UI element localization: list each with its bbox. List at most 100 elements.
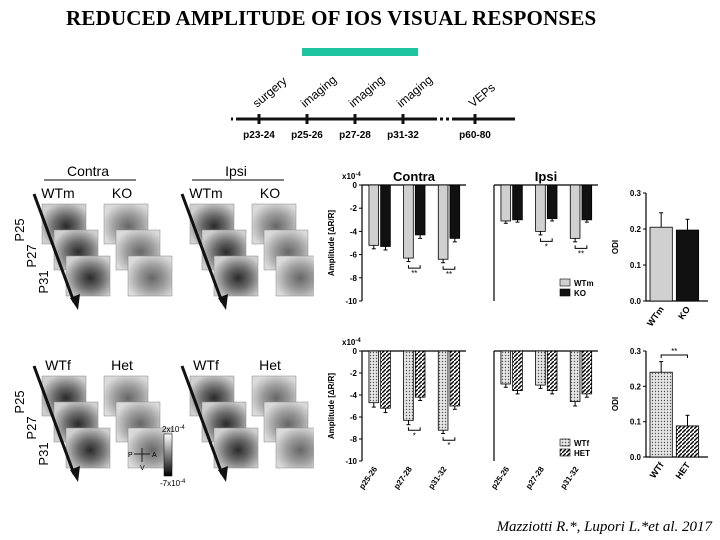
x-tick-label: WTf	[648, 460, 667, 480]
x-tick-label: p27-28	[524, 465, 546, 491]
y-tick-label: -4	[350, 227, 358, 236]
bar	[569, 350, 581, 402]
x-tick-label: p31-32	[559, 465, 581, 491]
chart-title: Ipsi	[535, 169, 557, 184]
y-tick-label: 0.3	[630, 189, 642, 198]
panel-row-label: P25	[14, 390, 27, 413]
y-tick-label: 0.2	[630, 382, 642, 391]
y-tick-label: -8	[350, 435, 358, 444]
legend-label: HET	[574, 449, 590, 458]
timeline-age-label: p25-26	[291, 130, 323, 141]
y-axis-label: ODI	[611, 240, 620, 254]
timeline-age-label: p60-80	[459, 130, 491, 141]
y-tick-label: 0	[353, 181, 358, 190]
legend-swatch	[559, 448, 571, 457]
compass-label: A	[152, 452, 157, 459]
compass-label: V	[140, 465, 145, 472]
bar	[569, 184, 581, 239]
y-tick-label: 0.1	[630, 418, 642, 427]
bar	[535, 350, 546, 386]
panel-column-label: WTf	[45, 357, 71, 373]
x-tick-label: p25-26	[357, 465, 379, 491]
y-axis-label: ODI	[611, 397, 620, 411]
significance-stars: *	[413, 431, 416, 440]
timeline-age-label: p23-24	[243, 130, 275, 141]
panel-row-label: P25	[14, 218, 27, 241]
x-tick-label: KO	[676, 304, 692, 321]
y-tick-label: 0.0	[630, 297, 642, 306]
bar	[449, 350, 461, 407]
bar	[449, 184, 461, 239]
x-tick-label: p27-28	[392, 465, 414, 491]
panel-column-label: WTm	[189, 185, 222, 201]
panel-column-label: WTf	[193, 357, 219, 373]
significance-stars: *	[447, 441, 450, 450]
panel-column-label: Het	[111, 357, 133, 373]
y-scale-label: x10-4	[342, 172, 361, 181]
bar	[403, 184, 414, 259]
panel-row-label: P31	[36, 270, 51, 293]
experimental-timeline: surgery p23-24 imaging p25-26 imaging p27-28 i…	[227, 73, 515, 141]
bar	[546, 350, 558, 391]
y-tick-label: -6	[350, 413, 358, 422]
timeline-event-label: imaging	[298, 73, 339, 111]
y-tick-label: -2	[350, 204, 358, 213]
bar	[368, 184, 380, 246]
bar	[380, 350, 391, 409]
y-tick-label: 0.1	[630, 261, 642, 270]
ios-response-image	[65, 427, 111, 469]
colorbar-top-label: 2x10-4	[162, 425, 185, 434]
y-scale-label: x10-4	[342, 338, 361, 347]
x-tick-label: HET	[674, 460, 693, 481]
ios-response-image	[275, 255, 314, 297]
y-tick-label: -8	[350, 274, 358, 283]
bar	[437, 350, 449, 431]
panel-row-label: P31	[36, 442, 51, 465]
y-tick-label: -2	[350, 369, 358, 378]
panel-group-title: Ipsi	[225, 163, 247, 179]
bar	[500, 350, 512, 385]
timeline-age-label: p27-28	[339, 130, 371, 141]
timeline-event-label: imaging	[346, 73, 387, 111]
ios-response-image	[213, 427, 259, 469]
y-tick-label: -10	[345, 457, 357, 466]
significance-stars: **	[671, 347, 677, 356]
bar	[414, 350, 426, 398]
significance-bracket	[407, 427, 421, 431]
y-tick-label: 0	[353, 347, 358, 356]
bar	[649, 371, 673, 458]
significance-bracket	[574, 245, 588, 249]
y-tick-label: -6	[350, 251, 358, 260]
ios-response-image	[213, 255, 259, 297]
bar	[414, 184, 426, 236]
timeline-event-label: imaging	[394, 73, 435, 111]
legend-swatch	[559, 288, 571, 297]
significance-bracket	[660, 354, 688, 358]
chart-title: Contra	[393, 169, 436, 184]
bar	[535, 184, 546, 232]
panel-group-title: Contra	[67, 163, 109, 179]
x-tick-label: p25-26	[489, 465, 511, 491]
panel-column-label: WTm	[41, 185, 74, 201]
timeline-age-label: p31-32	[387, 130, 419, 141]
bar	[675, 229, 700, 302]
panel-row-label: P27	[24, 244, 39, 267]
ios-response-image	[275, 427, 314, 469]
significance-bracket	[442, 437, 456, 441]
age-arrow	[32, 365, 76, 475]
amplitude-charts: 0 -2 -4 -6 -8 -10 Amplitude [ΔR/R] x10-4 Contra *…	[327, 169, 708, 491]
panel-row-label: P27	[24, 416, 39, 439]
panel-column-label: KO	[260, 185, 280, 201]
significance-stars: **	[411, 269, 417, 278]
ios-response-image	[127, 255, 173, 297]
x-tick-label: WTm	[645, 304, 666, 328]
significance-bracket	[539, 238, 553, 242]
bar	[437, 184, 449, 260]
significance-stars: *	[545, 242, 548, 251]
bar	[581, 350, 593, 395]
y-axis-label: Amplitude [ΔR/R]	[327, 210, 336, 277]
citation: Mazziotti R.*, Lupori L.*et al. 2017	[496, 519, 712, 535]
bar	[649, 226, 673, 302]
colorbar	[163, 433, 173, 477]
